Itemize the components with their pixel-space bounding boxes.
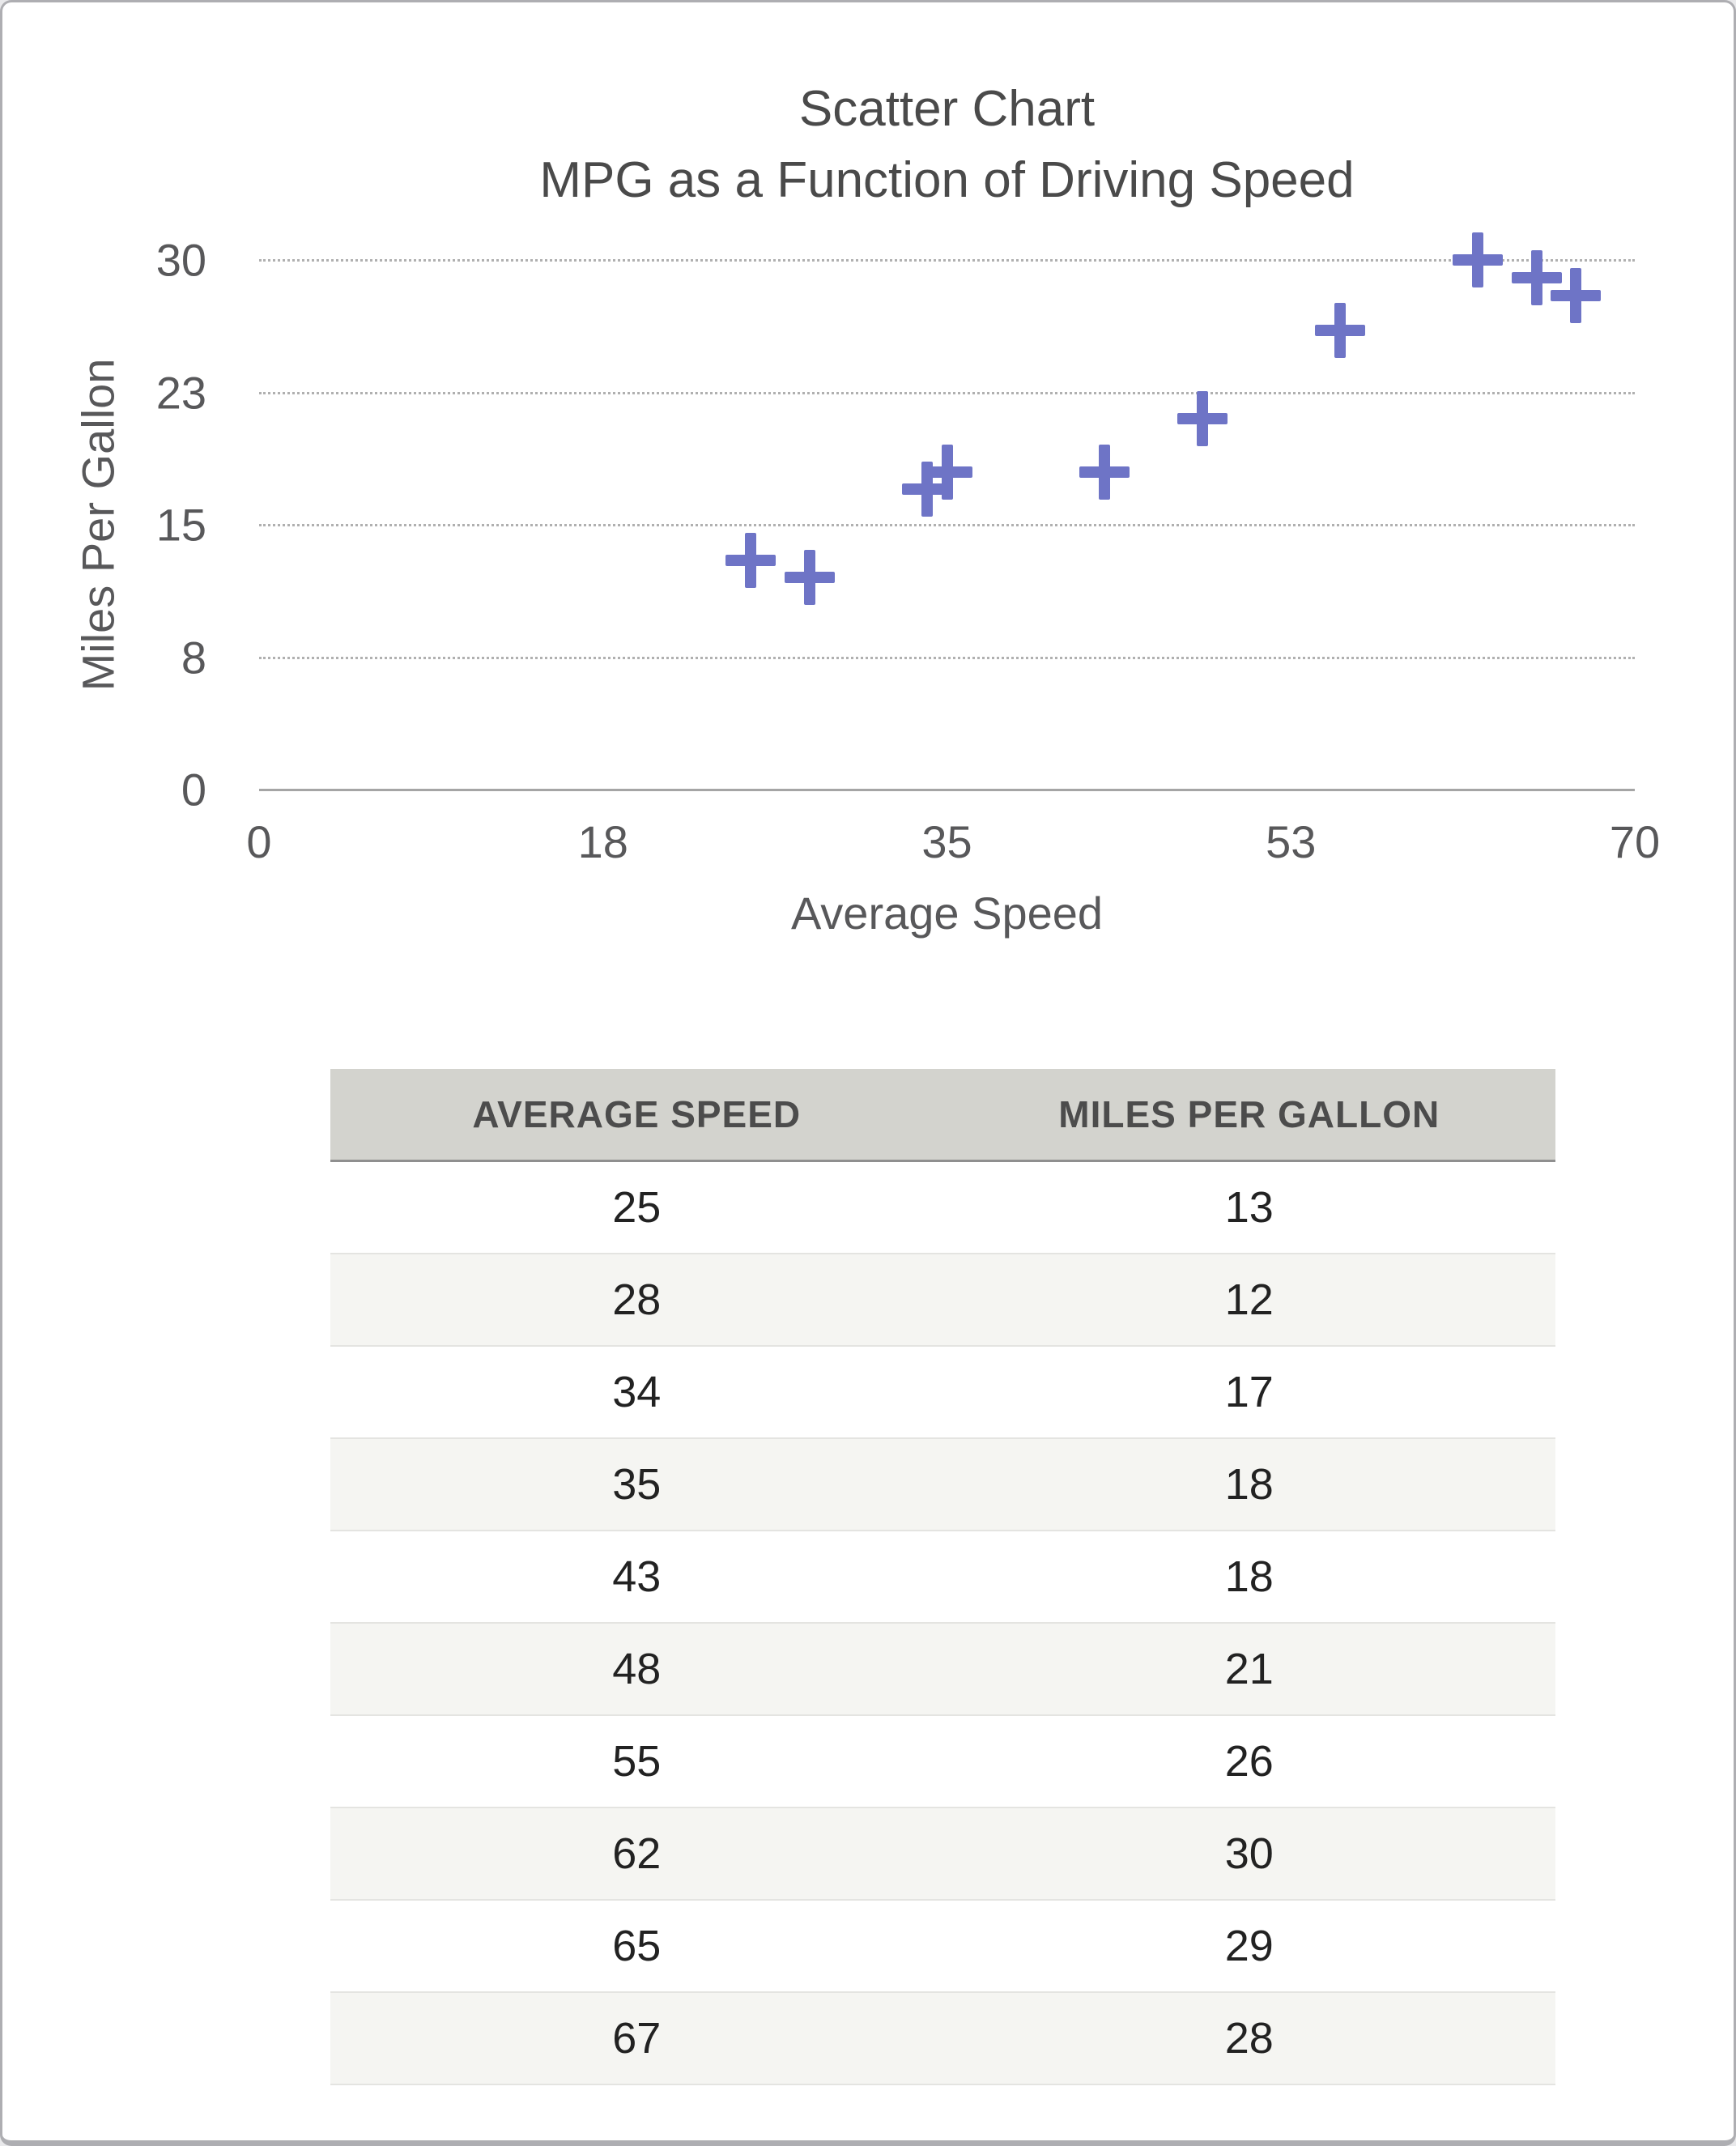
cell-average-speed[interactable]: 65: [330, 1899, 943, 1992]
table-row: 35 18: [330, 1437, 1555, 1531]
cell-average-speed[interactable]: 25: [612, 1183, 662, 1232]
table-row: 25 13: [330, 1161, 1555, 1254]
table-row: 34 17: [330, 1345, 1555, 1438]
data-point-marker: [1177, 391, 1228, 447]
chart-title-line1: Scatter Chart: [798, 81, 1096, 137]
x-tick-label: 53: [1266, 816, 1317, 867]
table-row: 55 26: [330, 1714, 1555, 1807]
cell-miles-per-gallon[interactable]: 29: [942, 1899, 1555, 1992]
table-row: 62 30: [330, 1807, 1555, 1900]
data-point-marker: [1551, 267, 1602, 323]
cell-average-speed[interactable]: 62: [330, 1807, 943, 1900]
data-point-marker: [725, 532, 776, 588]
cell-miles-per-gallon[interactable]: 30: [942, 1807, 1555, 1900]
y-tick-label: 23: [155, 367, 206, 418]
gridline: [259, 524, 1635, 526]
y-tick-label: 8: [181, 632, 206, 683]
data-point-marker: [1314, 303, 1365, 359]
table-row: 67 28: [330, 1991, 1555, 2085]
x-axis-tick-labels: 0 18 35 53 70: [246, 815, 1660, 872]
cell-average-speed[interactable]: 28: [330, 1253, 943, 1346]
y-tick-label: 0: [181, 764, 206, 815]
table-header-row: AVERAGE SPEED MILES PER GALLON: [330, 1069, 1555, 1162]
data-table-header: AVERAGE SPEED MILES PER GALLON: [330, 1069, 1555, 1162]
x-axis-line: [259, 789, 1635, 791]
cell-miles-per-gallon[interactable]: 28: [942, 1991, 1555, 2085]
plot-area: [259, 232, 1635, 791]
x-tick-label: 70: [1609, 816, 1661, 867]
cell-miles-per-gallon[interactable]: 18: [942, 1437, 1555, 1531]
y-tick-label: 15: [155, 499, 206, 551]
table-row: 28 12: [330, 1253, 1555, 1346]
gridline: [259, 259, 1635, 262]
cell-average-speed[interactable]: 43: [330, 1530, 943, 1623]
cell-miles-per-gallon[interactable]: 12: [942, 1253, 1555, 1346]
header-miles-per-gallon[interactable]: MILES PER GALLON: [942, 1069, 1555, 1162]
x-axis-title: Average Speed: [790, 888, 1104, 939]
chart-title: Scatter Chart MPG as a Function of Drivi…: [259, 74, 1635, 216]
cell-average-speed[interactable]: 55: [330, 1714, 943, 1807]
cell-average-speed[interactable]: 48: [330, 1622, 943, 1715]
x-tick-label: 35: [921, 816, 972, 867]
gridline: [259, 391, 1635, 394]
x-tick-label: 18: [577, 816, 628, 867]
cell-average-speed[interactable]: 34: [330, 1345, 943, 1438]
data-point-marker: [1079, 444, 1130, 500]
data-point-marker: [1511, 249, 1562, 305]
cell-miles-per-gallon[interactable]: 26: [942, 1714, 1555, 1807]
table-row: 43 18: [330, 1530, 1555, 1623]
table-row: 65 29: [330, 1899, 1555, 1992]
data-point-marker: [1452, 232, 1503, 287]
x-tick-label: 0: [246, 816, 272, 867]
cell-average-speed[interactable]: 35: [330, 1437, 943, 1531]
gridline: [259, 656, 1635, 659]
data-table: AVERAGE SPEED MILES PER GALLON 25 13 28 12 3…: [330, 1069, 1555, 2085]
cell-miles-per-gallon[interactable]: 18: [942, 1530, 1555, 1623]
cell-miles-per-gallon[interactable]: 21: [942, 1622, 1555, 1715]
cell-miles-per-gallon[interactable]: 13: [1224, 1183, 1274, 1232]
data-point-marker: [784, 550, 835, 606]
data-table-body: 25 13 28 12 34 17 35 18 43 18 48 21 55 26 62 30 65 29 67 28: [330, 1161, 1555, 2085]
data-point-marker: [921, 444, 972, 500]
table-row: 48 21: [330, 1622, 1555, 1715]
y-axis-tick-labels: 0 8 15 23 30: [2, 235, 206, 815]
chart-title-line2: MPG as a Function of Driving Speed: [539, 152, 1355, 208]
header-average-speed[interactable]: AVERAGE SPEED: [330, 1069, 943, 1162]
y-tick-label: 30: [155, 234, 206, 286]
cell-average-speed[interactable]: 67: [330, 1991, 943, 2085]
cell-miles-per-gallon[interactable]: 17: [942, 1345, 1555, 1438]
